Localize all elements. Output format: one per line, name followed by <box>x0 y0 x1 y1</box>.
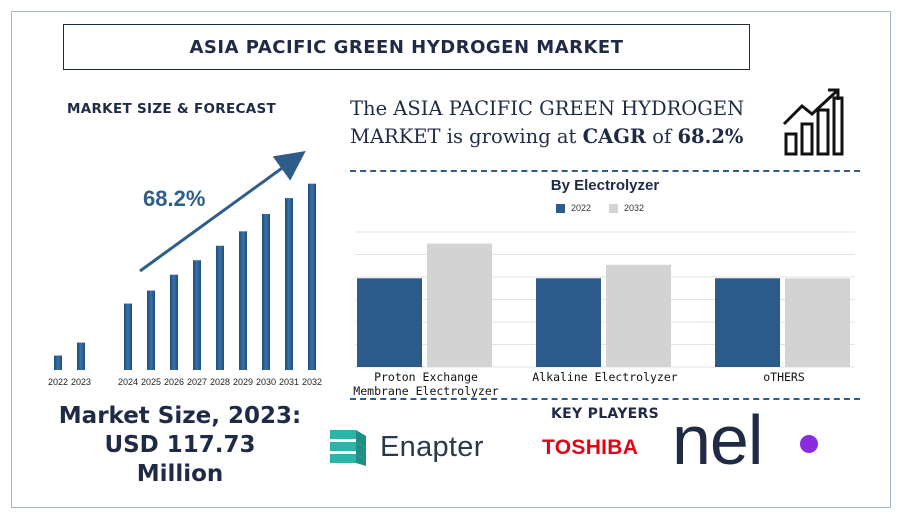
headline-cagr-word: CAGR <box>582 125 647 148</box>
forecast-tick-2022: 2022 <box>48 377 68 387</box>
electrolyzer-bar-2032-0 <box>427 243 492 367</box>
electrolyzer-bar-2032-2 <box>785 278 850 367</box>
electrolyzer-category-label-line: Membrane Electrolyzer <box>353 384 499 398</box>
forecast-tick-2030: 2030 <box>256 377 276 387</box>
forecast-tick-2023: 2023 <box>71 377 91 387</box>
electrolyzer-category-label: oTHERS <box>694 370 874 384</box>
title-box: ASIA PACIFIC GREEN HYDROGEN MARKET <box>63 24 750 70</box>
forecast-tick-2027: 2027 <box>187 377 207 387</box>
headline-cagr-value: 68.2% <box>677 125 744 148</box>
forecast-bar-2024 <box>124 303 132 370</box>
divider-top <box>350 170 860 172</box>
forecast-tick-2025: 2025 <box>141 377 161 387</box>
headline-part1: The ASIA PACIFIC GREEN HYDROGEN MARKET i… <box>350 97 745 148</box>
market-size-line3: Million <box>136 461 224 487</box>
forecast-bar-2026 <box>170 274 178 370</box>
key-players-title: KEY PLAYERS <box>551 406 659 422</box>
electrolyzer-category-label-line: oTHERS <box>763 370 805 384</box>
forecast-bar-2029 <box>239 231 247 370</box>
growth-arrow <box>139 150 306 273</box>
page-title: ASIA PACIFIC GREEN HYDROGEN MARKET <box>189 36 624 58</box>
electrolyzer-bar-2022-0 <box>357 278 422 367</box>
forecast-tick-2032: 2032 <box>302 377 322 387</box>
outer-frame <box>11 11 891 508</box>
market-size-text: Market Size, 2023: USD 117.73 Million <box>40 402 320 489</box>
forecast-bar-2032 <box>308 183 316 370</box>
nel-logo: nel <box>672 401 763 479</box>
legend-swatch-2032 <box>609 203 619 213</box>
market-size-line1: Market Size, 2023: <box>58 403 302 429</box>
enapter-mark-icon <box>330 430 366 466</box>
forecast-bar-2031 <box>285 198 293 370</box>
forecast-bar-2030 <box>262 214 270 370</box>
cagr-headline: The ASIA PACIFIC GREEN HYDROGEN MARKET i… <box>350 95 770 151</box>
growth-chart-icon <box>782 88 844 156</box>
electrolyzer-legend: 2022 2032 <box>556 203 644 213</box>
electrolyzer-bar-2022-2 <box>715 278 780 367</box>
legend-label-2022: 2022 <box>571 203 592 213</box>
electrolyzer-bar-2032-1 <box>606 264 671 367</box>
legend-label-2032: 2032 <box>624 203 645 213</box>
nel-dot <box>800 435 818 453</box>
electrolyzer-category-label: Proton Exchange Membrane Electrolyzer <box>336 370 516 398</box>
toshiba-logo: TOSHIBA <box>542 436 639 459</box>
legend-item-2022: 2022 <box>556 203 591 213</box>
enapter-logo: Enapter <box>328 426 484 468</box>
forecast-tick-2029: 2029 <box>233 377 253 387</box>
market-size-line2: USD 117.73 <box>104 432 256 458</box>
enapter-wordmark: Enapter <box>380 430 484 463</box>
electrolyzer-bar-2022-1 <box>536 278 601 367</box>
forecast-bar-2028 <box>216 245 224 370</box>
forecast-chart: 2022 2023 2024 2025 2026 2027 2028 2029 2030 2031… <box>48 150 322 387</box>
electrolyzer-category-label: Alkaline Electrolyzer <box>515 370 695 384</box>
forecast-bar-2027 <box>193 260 201 370</box>
electrolyzer-chart-title: By Electrolyzer <box>550 177 660 194</box>
forecast-tick-2026: 2026 <box>164 377 184 387</box>
forecast-bar-2025 <box>147 290 155 370</box>
legend-swatch-2022 <box>556 203 565 213</box>
cagr-label: 68.2% <box>143 186 206 211</box>
forecast-bar-2023 <box>77 342 85 370</box>
divider-bottom <box>350 398 860 400</box>
market-size-heading: MARKET SIZE & FORECAST <box>67 101 277 117</box>
electrolyzer-chart <box>355 231 855 368</box>
electrolyzer-category-label-line: Alkaline Electrolyzer <box>532 370 678 384</box>
forecast-bar-2022 <box>54 355 62 370</box>
electrolyzer-category-label-line: Proton Exchange <box>374 370 478 384</box>
legend-item-2032: 2032 <box>609 203 644 213</box>
forecast-tick-2031: 2031 <box>279 377 299 387</box>
headline-part2: of <box>646 125 678 148</box>
forecast-tick-2024: 2024 <box>118 377 138 387</box>
forecast-tick-2028: 2028 <box>210 377 230 387</box>
